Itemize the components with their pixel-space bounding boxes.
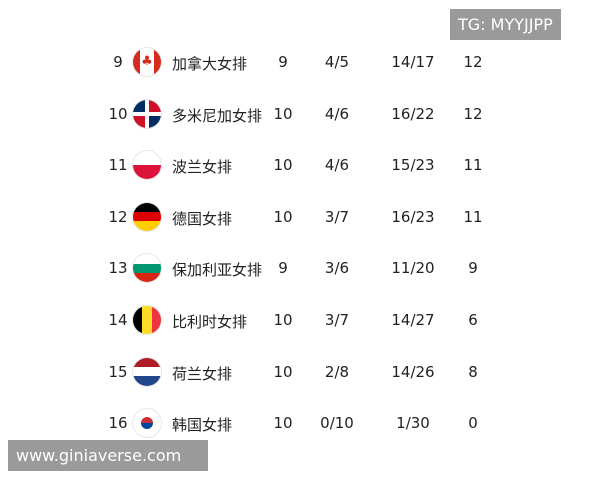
rank: 16 — [108, 414, 128, 433]
matches-played: 10 — [273, 104, 293, 123]
dominican-republic-flag-icon — [133, 99, 161, 128]
team-name: 德国女排 — [172, 209, 233, 228]
points: 11 — [463, 207, 483, 226]
table-row: 13 保加利亚女排 9 3/6 11/20 9 — [0, 253, 600, 283]
sets-ratio: 14/27 — [391, 311, 435, 329]
sets-ratio: 15/23 — [391, 156, 435, 175]
win-loss: 4/5 — [324, 53, 350, 71]
poland-flag-icon — [133, 151, 161, 180]
table-row: 9 ♣ 加拿大女排 9 4/5 14/17 12 — [0, 47, 600, 77]
points: 11 — [463, 156, 483, 175]
table-row: 11 波兰女排 10 4/6 15/23 11 — [0, 150, 600, 180]
table-row: 16 韩国女排 10 0/10 1/30 0 — [0, 408, 600, 438]
rank: 13 — [108, 259, 128, 278]
rank: 12 — [108, 207, 128, 226]
sets-ratio: 1/30 — [396, 414, 430, 433]
team-name: 比利时女排 — [172, 313, 248, 331]
rank: 11 — [108, 156, 128, 175]
bulgaria-flag-icon — [133, 254, 161, 283]
table-row: 12 德国女排 10 3/7 16/23 11 — [0, 202, 600, 232]
team-name: 多米尼加女排 — [172, 106, 263, 125]
table-row: 14 比利时女排 10 3/7 14/27 6 — [0, 305, 600, 335]
win-loss: 3/7 — [324, 207, 350, 226]
points: 0 — [468, 414, 478, 433]
team-name: 波兰女排 — [172, 158, 233, 177]
win-loss: 3/7 — [324, 311, 350, 329]
points: 12 — [463, 53, 483, 71]
table-row: 15 荷兰女排 10 2/8 14/26 8 — [0, 357, 600, 387]
canada-flag-icon: ♣ — [133, 48, 161, 76]
matches-played: 10 — [273, 207, 293, 226]
team-name: 保加利亚女排 — [172, 261, 263, 280]
matches-played: 9 — [278, 53, 288, 71]
team-name: 加拿大女排 — [172, 55, 248, 73]
south-korea-flag-icon — [133, 409, 161, 438]
points: 12 — [463, 104, 483, 123]
matches-played: 10 — [273, 362, 293, 381]
watermark-bottom: www.giniaverse.com — [8, 440, 208, 471]
matches-played: 10 — [273, 311, 293, 329]
win-loss: 3/6 — [324, 259, 350, 278]
sets-ratio: 14/17 — [391, 53, 435, 71]
belgium-flag-icon — [133, 306, 161, 334]
team-name: 荷兰女排 — [172, 364, 233, 383]
team-name: 韩国女排 — [172, 416, 233, 435]
sets-ratio: 14/26 — [391, 362, 435, 381]
win-loss: 0/10 — [320, 414, 354, 433]
win-loss: 2/8 — [324, 362, 350, 381]
win-loss: 4/6 — [324, 104, 350, 123]
germany-flag-icon — [133, 202, 161, 231]
points: 8 — [468, 362, 478, 381]
points: 6 — [468, 311, 478, 329]
netherlands-flag-icon — [133, 357, 161, 386]
rank: 10 — [108, 104, 128, 123]
rank: 14 — [108, 311, 128, 329]
table-row: 10 多米尼加女排 10 4/6 16/22 12 — [0, 99, 600, 129]
watermark-top: TG: MYYJJPP — [450, 9, 561, 40]
sets-ratio: 16/23 — [391, 207, 435, 226]
matches-played: 10 — [273, 156, 293, 175]
matches-played: 9 — [278, 259, 288, 278]
points: 9 — [468, 259, 478, 278]
rank: 9 — [113, 53, 123, 71]
matches-played: 10 — [273, 414, 293, 433]
rank: 15 — [108, 362, 128, 381]
sets-ratio: 11/20 — [391, 259, 435, 278]
sets-ratio: 16/22 — [391, 104, 435, 123]
win-loss: 4/6 — [324, 156, 350, 175]
